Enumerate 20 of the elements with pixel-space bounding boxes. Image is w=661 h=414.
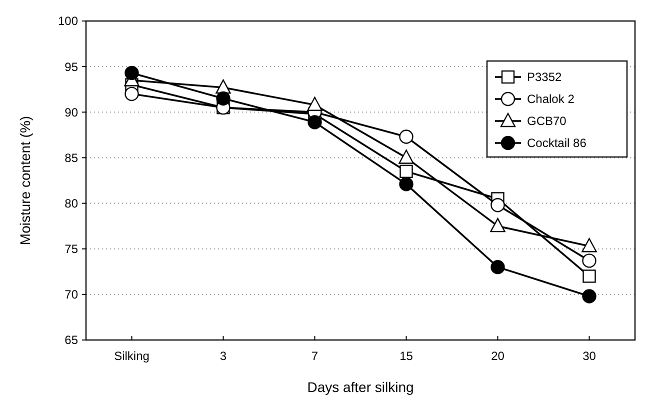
x-tick-label: 7: [311, 349, 318, 363]
x-tick-label: 15: [400, 349, 414, 363]
y-tick-label: 90: [64, 105, 78, 120]
y-tick-label: 70: [64, 288, 78, 302]
y-tick-label: 95: [64, 60, 78, 74]
legend-label: P3352: [527, 70, 562, 84]
y-tick-label: 80: [64, 196, 78, 210]
y-tick-label: 75: [64, 242, 78, 256]
y-tick-label: 85: [64, 150, 78, 165]
legend-label: Chalok 2: [527, 92, 575, 106]
x-tick-label: 30: [582, 349, 596, 363]
x-tick-label: 3: [220, 349, 227, 363]
legend-label: GCB70: [527, 114, 567, 128]
y-tick-label: 65: [64, 333, 78, 348]
x-tick-label: Silking: [114, 349, 150, 363]
y-axis-title: Moisture content (%): [17, 116, 33, 246]
x-axis-title: Days after silking: [307, 379, 414, 395]
legend-label: Cocktail 86: [527, 136, 587, 150]
x-tick-label: 20: [491, 349, 505, 363]
y-tick-label: 100: [58, 14, 78, 28]
